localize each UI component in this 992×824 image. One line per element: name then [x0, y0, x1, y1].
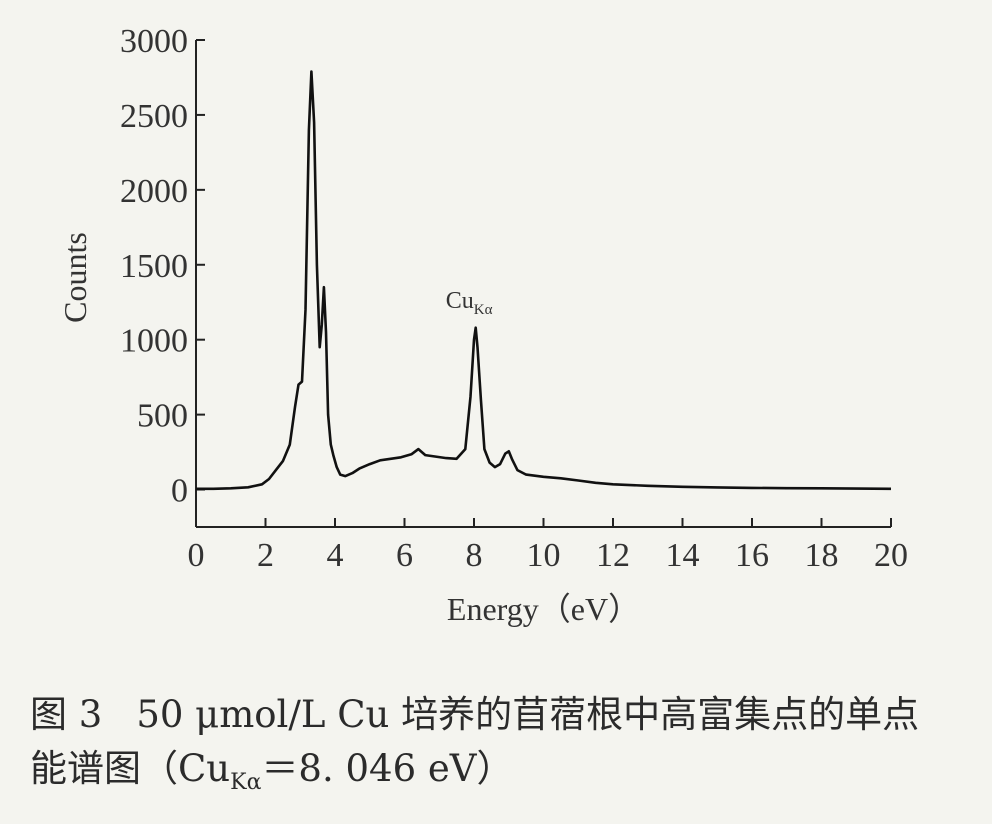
caption-title: 50 μmol/L Cu 培养的苜蓿根中高富集点的单点	[136, 693, 920, 736]
y-tick-label: 2500	[120, 98, 188, 135]
caption-subscript: Kα	[230, 770, 262, 795]
peak-annotation-subscript: Kα	[474, 302, 493, 318]
y-tick-label: 1000	[120, 323, 188, 360]
y-axis-title: Counts	[57, 232, 93, 323]
caption-line2-suffix: ＝8. 046 eV）	[261, 747, 514, 790]
chart-svg: 0 2 4 6 8 10 12 14 16 18 20 0 500 1000 1500 2000 2500 300…	[57, 23, 908, 627]
figure-caption: 图 3 50 μmol/L Cu 培养的苜蓿根中高富集点的单点 能谱图（CuKα＝…	[30, 688, 980, 810]
y-tick-label: 1500	[120, 248, 188, 285]
caption-line-2: 能谱图（CuKα＝8. 046 eV）	[30, 742, 980, 810]
x-tick-label: 10	[527, 537, 561, 574]
spectrum-line	[196, 70, 892, 491]
x-tick-label: 16	[735, 537, 769, 574]
caption-line-1: 图 3 50 μmol/L Cu 培养的苜蓿根中高富集点的单点	[30, 688, 980, 742]
figure-number: 图 3	[30, 693, 103, 736]
x-tick-label: 20	[874, 537, 908, 574]
y-tick-label: 500	[137, 398, 188, 435]
annotations: CuKα	[446, 288, 493, 318]
x-tick-label: 4	[327, 537, 344, 574]
axes	[195, 40, 891, 528]
series-layer	[196, 70, 892, 491]
x-tick-label: 6	[396, 537, 413, 574]
y-tick-label: 0	[171, 473, 188, 510]
y-tick-label: 3000	[120, 23, 188, 60]
x-tick-label: 12	[596, 537, 630, 574]
x-axis-title: Energy（eV）	[447, 591, 640, 627]
spectrum-chart: 0 2 4 6 8 10 12 14 16 18 20 0 500 1000 1500 2000 2500 300…	[57, 23, 908, 627]
x-tick-label: 18	[805, 537, 839, 574]
x-tick-label: 2	[257, 537, 274, 574]
y-tick-label: 2000	[120, 173, 188, 210]
x-tick-label: 14	[666, 537, 700, 574]
x-tick-label: 0	[188, 537, 205, 574]
ticks: 0 2 4 6 8 10 12 14 16 18 20 0 500 1000 1500 2000 2500 300…	[120, 23, 908, 574]
x-tick-label: 8	[466, 537, 483, 574]
caption-line2-prefix: 能谱图（Cu	[30, 747, 231, 790]
peak-annotation: CuKα	[446, 288, 493, 318]
